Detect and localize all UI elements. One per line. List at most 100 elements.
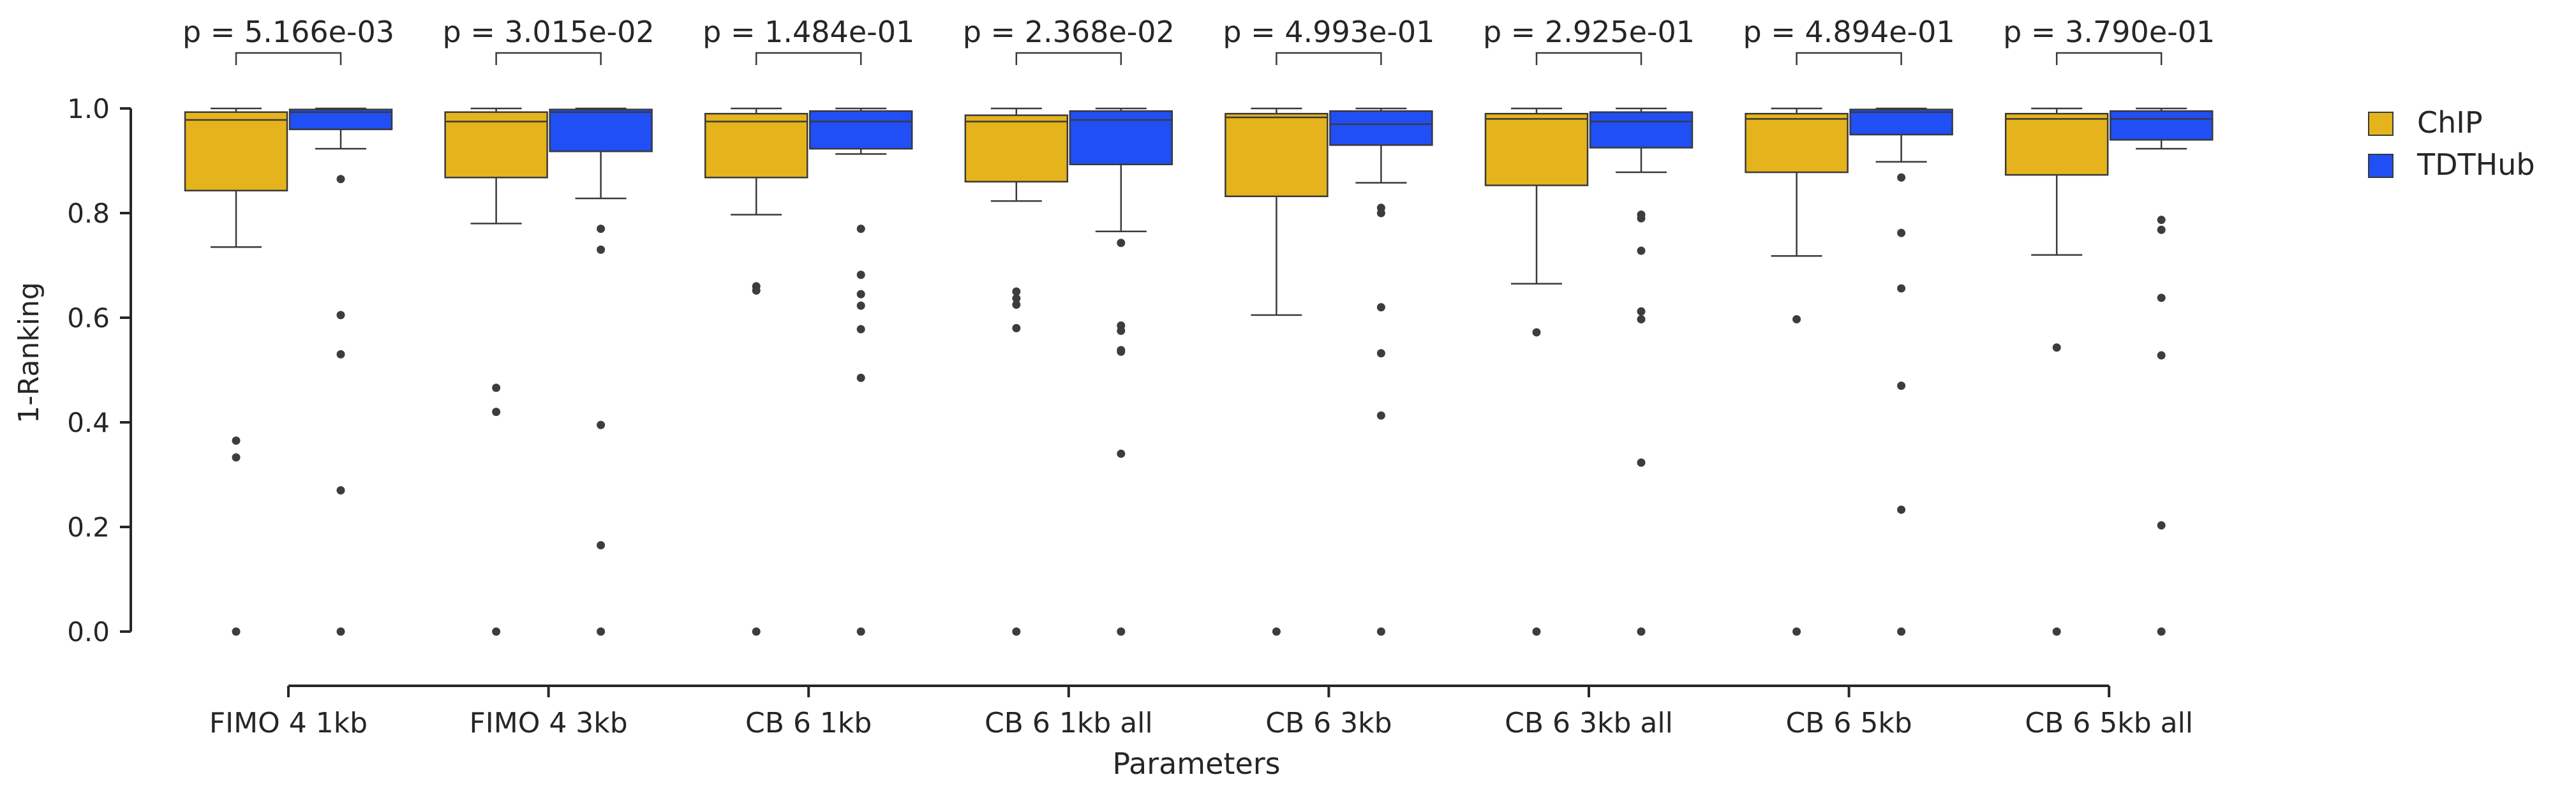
legend-swatch <box>2368 154 2394 178</box>
outlier-point <box>1637 458 1646 467</box>
box-body <box>704 112 808 179</box>
annotation-2: p = 3.015e-02 <box>443 15 655 65</box>
outlier-point <box>1897 228 1906 237</box>
y-axis-label: 1-Ranking <box>13 282 45 424</box>
outlier-point <box>1117 347 1126 356</box>
outlier-point <box>1376 349 1385 358</box>
p-value-label: p = 2.925e-01 <box>1483 15 1695 49</box>
significance-bracket <box>1276 52 1382 65</box>
outlier-point <box>1532 627 1541 636</box>
significance-bracket <box>755 52 862 65</box>
box-body <box>1589 111 1694 149</box>
box-body <box>1484 112 1589 186</box>
box-chip-5 <box>1225 107 1329 636</box>
outlier-point <box>1376 411 1385 420</box>
outlier-point <box>2157 225 2166 234</box>
y-tick-label: 0.6 <box>67 302 110 334</box>
box-tdthub-3 <box>808 107 913 636</box>
y-tick-label: 0.4 <box>67 407 110 438</box>
y-tick-label: 0.0 <box>67 616 110 648</box>
box-body <box>549 108 653 152</box>
outlier-point <box>1792 627 1801 636</box>
significance-bracket <box>235 52 342 65</box>
annotation-5: p = 4.993e-01 <box>1223 15 1434 65</box>
annotation-7: p = 4.894e-01 <box>1743 15 1955 65</box>
x-tick-label: CB 6 5kb <box>1785 707 1912 739</box>
annotation-4: p = 2.368e-02 <box>963 15 1175 65</box>
significance-bracket <box>1015 52 1122 65</box>
outlier-point <box>1637 627 1646 636</box>
outlier-point <box>492 627 501 636</box>
box-chip-7 <box>1745 107 1849 636</box>
box-body <box>1849 108 1953 136</box>
outlier-point <box>232 436 241 445</box>
outlier-point <box>856 290 865 299</box>
x-tick-label: FIMO 4 3kb <box>469 707 627 739</box>
outlier-point <box>2157 521 2166 530</box>
box-body <box>1069 110 1173 165</box>
p-value-label: p = 3.015e-02 <box>443 15 655 49</box>
box-chip-2 <box>444 107 548 636</box>
box-body <box>2109 110 2214 141</box>
outlier-point <box>1637 246 1646 255</box>
outlier-point <box>597 541 606 550</box>
outlier-point <box>856 373 865 382</box>
box-tdthub-2 <box>549 107 653 636</box>
x-axis-label: Parameters <box>1112 746 1280 781</box>
outlier-point <box>2052 343 2061 352</box>
x-tick-label: FIMO 4 1kb <box>209 707 368 739</box>
outlier-point <box>1792 315 1801 323</box>
p-value-label: p = 4.894e-01 <box>1743 15 1955 49</box>
series-chip <box>184 107 2109 636</box>
p-value-label: p = 5.166e-03 <box>182 15 394 49</box>
x-tick-label: CB 6 1kb all <box>985 707 1153 739</box>
box-tdthub-4 <box>1069 107 1173 636</box>
outlier-point <box>1897 284 1906 293</box>
outlier-point <box>1532 328 1541 337</box>
significance-bracket <box>2055 52 2163 65</box>
y-tick-label: 1.0 <box>67 93 110 124</box>
outlier-point <box>752 286 761 295</box>
outlier-point <box>2157 216 2166 225</box>
box-body <box>964 114 1069 183</box>
x-tick-label: CB 6 1kb <box>745 707 872 739</box>
annotation-6: p = 2.925e-01 <box>1483 15 1695 65</box>
legend: ChIP TDTHub <box>2368 105 2535 182</box>
annotation-3: p = 1.484e-01 <box>703 15 914 65</box>
outlier-point <box>1012 300 1021 309</box>
outlier-point <box>1012 294 1021 303</box>
series-tdthub <box>288 107 2214 636</box>
outlier-point <box>336 350 345 359</box>
outlier-point <box>1637 214 1646 223</box>
annotation-1: p = 5.166e-03 <box>182 15 394 65</box>
outlier-point <box>1012 323 1021 332</box>
box-tdthub-6 <box>1589 107 1694 636</box>
outlier-point <box>1117 627 1126 636</box>
outlier-point <box>856 325 865 334</box>
significance-bracket <box>495 52 602 65</box>
outlier-point <box>336 175 345 184</box>
box-body <box>184 111 288 191</box>
p-value-label: p = 2.368e-02 <box>963 15 1175 49</box>
box-plot-series <box>184 107 2214 636</box>
outlier-point <box>597 225 606 233</box>
outlier-point <box>597 420 606 429</box>
y-tick-label: 0.8 <box>67 198 110 229</box>
outlier-point <box>2157 351 2166 360</box>
outlier-point <box>1897 505 1906 514</box>
outlier-point <box>232 627 241 636</box>
x-tick-label: CB 6 5kb all <box>2025 707 2193 739</box>
legend-item-chip: ChIP <box>2368 105 2483 140</box>
box-body <box>2004 112 2109 176</box>
outlier-point <box>1897 627 1906 636</box>
y-tick-label: 0.2 <box>67 512 110 543</box>
outlier-point <box>752 627 761 636</box>
p-value-label: p = 3.790e-01 <box>2003 15 2215 49</box>
significance-bracket <box>1796 52 1902 65</box>
box-chip-6 <box>1484 107 1589 636</box>
significance-annotations: p = 5.166e-03 p = 3.015e-02 p = 1.484e-01 p… <box>182 15 2215 65</box>
outlier-point <box>336 486 345 495</box>
outlier-point <box>1376 303 1385 312</box>
box-chip-1 <box>184 107 288 636</box>
outlier-point <box>232 453 241 462</box>
